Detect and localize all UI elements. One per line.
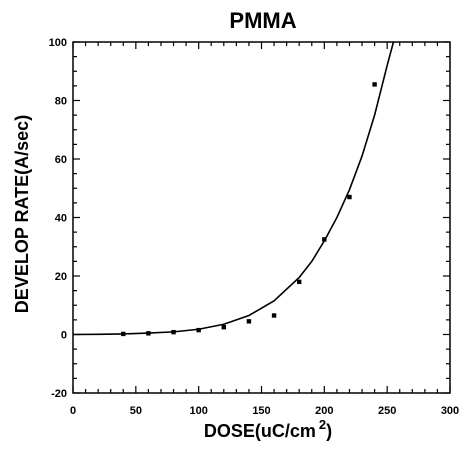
data-point (121, 331, 126, 337)
data-point (347, 194, 352, 200)
data-point (372, 82, 377, 87)
x-tick-label: 100 (189, 405, 207, 417)
x-tick-label: 200 (315, 405, 333, 417)
x-tick-label: 150 (252, 405, 270, 417)
data-point (271, 313, 277, 318)
data-point (171, 329, 176, 335)
data-point (246, 319, 252, 324)
y-tick-label: 60 (55, 154, 67, 166)
y-axis: -20 0 20 40 60 80 100 (49, 37, 450, 400)
y-tick-label: 20 (55, 271, 67, 283)
y-tick-label: -20 (51, 388, 67, 400)
chart-title: PMMA (229, 8, 296, 33)
x-tick-label: 300 (441, 405, 459, 417)
x-axis: 0 50 100 150 200 250 300 (70, 42, 459, 417)
x-tick-label: 0 (70, 405, 76, 417)
y-tick-label: 80 (55, 96, 67, 108)
points-layer (121, 82, 377, 337)
y-tick-label: 40 (55, 213, 67, 225)
x-axis-label-end: ) (326, 421, 332, 441)
data-point (322, 237, 327, 242)
plot-frame (72, 41, 451, 394)
x-axis-label-main: DOSE(uC/cm (204, 421, 316, 441)
data-point (196, 327, 201, 333)
y-tick-label: 100 (49, 37, 67, 49)
x-tick-label: 50 (130, 405, 142, 417)
x-axis-label-superscript: 2 (319, 417, 326, 432)
y-axis-label: DEVELOP RATE(A/sec) (12, 115, 32, 313)
x-tick-label: 250 (378, 405, 396, 417)
data-point (221, 324, 226, 330)
y-tick-label: 0 (61, 330, 67, 342)
x-axis-label: DOSE(uC/cm 2) (204, 417, 332, 441)
data-point (297, 279, 302, 285)
fit-layer (73, 42, 395, 336)
fit-curve (73, 42, 395, 336)
data-point (146, 331, 151, 336)
